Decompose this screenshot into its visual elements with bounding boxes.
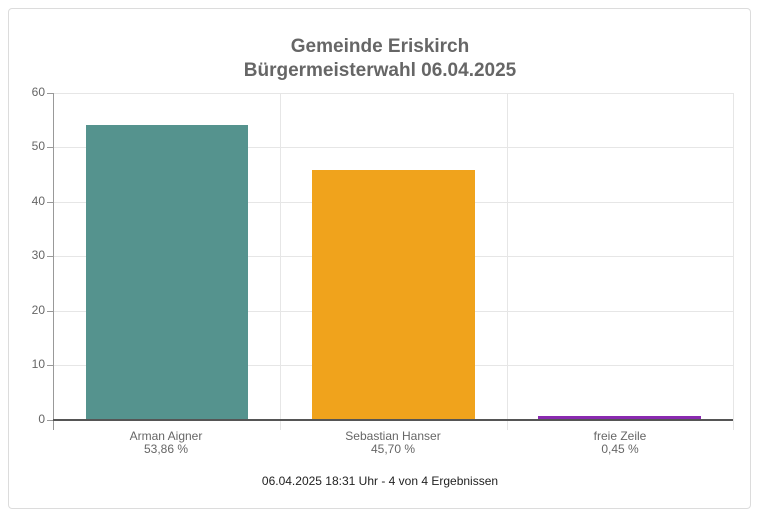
y-tick xyxy=(47,147,53,148)
chart-title: Gemeinde Eriskirch Bürgermeisterwahl 06.… xyxy=(0,35,760,83)
y-tick-label: 20 xyxy=(31,303,45,317)
category-percent: 53,86 % xyxy=(143,442,189,456)
category-name: freie Zeile xyxy=(593,429,647,443)
chart-title-line1: Gemeinde Eriskirch xyxy=(290,36,470,57)
y-tick xyxy=(47,311,53,312)
gridline-50 xyxy=(53,147,733,148)
x-axis-baseline xyxy=(53,419,733,421)
category-percent: 0,45 % xyxy=(601,442,639,456)
category-percent: 45,70 % xyxy=(370,442,416,456)
x-label-sebastian-hanser: Sebastian Hanser 45,70 % xyxy=(280,430,506,456)
y-tick xyxy=(47,256,53,257)
y-tick-label: 30 xyxy=(31,248,45,262)
y-tick xyxy=(47,420,53,421)
y-tick-label: 10 xyxy=(31,357,45,371)
x-label-arman-aigner: Arman Aigner 53,86 % xyxy=(53,430,279,456)
category-separator xyxy=(280,93,281,430)
y-tick-label: 40 xyxy=(31,194,45,208)
bar-freie-zeile[interactable] xyxy=(538,416,701,419)
y-tick xyxy=(47,202,53,203)
category-separator xyxy=(733,93,734,430)
y-tick-label: 0 xyxy=(38,412,45,426)
category-name: Sebastian Hanser xyxy=(345,429,441,443)
x-label-freie-zeile: freie Zeile 0,45 % xyxy=(507,430,733,456)
plot-area: 60 50 40 30 20 10 0 xyxy=(32,86,734,430)
y-axis xyxy=(53,93,54,430)
y-tick xyxy=(47,365,53,366)
chart-title-line2: Bürgermeisterwahl 06.04.2025 xyxy=(243,60,517,81)
category-separator xyxy=(507,93,508,430)
chart-footer-timestamp: 06.04.2025 18:31 Uhr - 4 von 4 Ergebniss… xyxy=(261,474,499,488)
bar-arman-aigner[interactable] xyxy=(86,125,248,419)
category-name: Arman Aigner xyxy=(129,429,203,443)
y-tick-label: 50 xyxy=(31,139,45,153)
bar-sebastian-hanser[interactable] xyxy=(312,170,475,419)
gridline-60 xyxy=(53,93,733,94)
y-tick xyxy=(47,93,53,94)
y-tick-label: 60 xyxy=(31,85,45,99)
